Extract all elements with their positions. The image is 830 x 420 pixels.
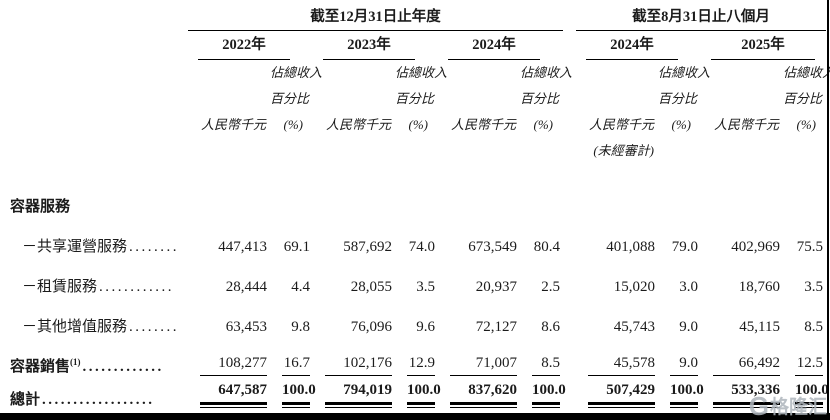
subheader-row: 人民幣千元 佔總收入 百分比 (%) 人民幣千元 佔總收入 百分比 (%) 人民… xyxy=(0,60,830,164)
cell-total-value: 100.0 xyxy=(520,382,566,415)
year-column-2024-8m: 2024年 xyxy=(576,30,701,60)
cell-value: 28,055 xyxy=(350,279,392,295)
table-row-total: 總計.................. 647,587 100.0 794,0… xyxy=(0,382,829,415)
cell-total-value: 100.0 xyxy=(395,382,441,415)
cell-value: 72,127 xyxy=(475,319,517,335)
period-group-eight-months: 截至8月31日止八個月 xyxy=(576,0,826,31)
year-header-row: 2022年 2023年 2024年 2024年 2025年 xyxy=(0,30,826,60)
section-label: 容器服務 xyxy=(10,199,71,215)
row-label: 總計.................. xyxy=(10,392,155,408)
subheader-amount-2025-8m: 人民幣千元 xyxy=(713,117,779,132)
period-group-annual: 截至12月31日止年度 xyxy=(188,0,563,31)
cell-value: 3.5 xyxy=(804,279,823,295)
row-label: －租賃服務............ xyxy=(22,279,175,295)
cell-value: 8.5 xyxy=(520,342,563,382)
cell-value: 28,444 xyxy=(225,279,267,295)
period-header-row: 截至12月31日止年度 截至8月31日止八個月 xyxy=(0,0,826,31)
cell-value: 63,453 xyxy=(225,319,267,335)
cell-value: 9.0 xyxy=(679,319,698,335)
cell-value: 75.5 xyxy=(796,239,823,255)
cell-value: 74.0 xyxy=(408,239,435,255)
gelonghui-logo-icon: G xyxy=(748,390,769,420)
table-row-shared-operation: －共享運營服務........ 447,413 69.1 587,692 74.… xyxy=(0,222,826,262)
footnote-marker: (1) xyxy=(70,357,81,367)
cell-total-value: 837,620 xyxy=(438,382,520,415)
bottom-edge-bar xyxy=(0,413,830,420)
subheader-pct-2025-8m: 佔總收入 百分比 (%) xyxy=(783,65,830,132)
cell-total-value: 533,336 xyxy=(701,382,783,415)
cell-value: 45,115 xyxy=(739,319,780,335)
cell-total-value: 647,587 xyxy=(188,382,270,415)
subheader-pct-2024-8m: 佔總收入 百分比 (%) xyxy=(658,65,711,132)
cell-value: 76,096 xyxy=(350,319,392,335)
cell-total-value: 794,019 xyxy=(313,382,395,415)
year-column-2024: 2024年 xyxy=(438,30,563,60)
row-label: 容器銷售(1)............. xyxy=(10,357,164,376)
cell-value: 3.5 xyxy=(416,279,435,295)
subheader-amount-2024-8m: 人民幣千元 (未經審計) xyxy=(576,60,658,164)
cell-value: 9.0 xyxy=(658,342,701,382)
cell-value: 673,549 xyxy=(468,239,517,255)
subheader-pct-2024: 佔總收入 百分比 (%) xyxy=(520,65,573,132)
gelonghui-watermark: G 格隆汇 xyxy=(749,392,827,419)
cell-value: 66,492 xyxy=(701,342,783,382)
subheader-amount-2024: 人民幣千元 xyxy=(450,117,516,132)
subheader-pct-2022: 佔總收入 百分比 (%) xyxy=(270,65,323,132)
cell-value: 20,937 xyxy=(475,279,517,295)
cell-value: 16.7 xyxy=(270,342,313,382)
year-column-2022: 2022年 xyxy=(188,30,313,60)
cell-value: 80.4 xyxy=(533,239,560,255)
cell-value: 102,176 xyxy=(313,342,395,382)
cell-value: 45,578 xyxy=(576,342,658,382)
cell-value: 15,020 xyxy=(613,279,655,295)
cell-value: 8.5 xyxy=(804,319,823,335)
cell-value: 587,692 xyxy=(343,239,392,255)
cell-value: 71,007 xyxy=(438,342,520,382)
cell-value: 4.4 xyxy=(291,279,310,295)
cell-value: 69.1 xyxy=(283,239,310,255)
cell-value: 2.5 xyxy=(541,279,560,295)
cell-value: 79.0 xyxy=(671,239,698,255)
cell-total-value: 100.0 xyxy=(783,382,829,415)
gelonghui-logo-text: 格隆汇 xyxy=(769,397,827,418)
cell-value: 9.8 xyxy=(291,319,310,335)
subheader-amount-2023: 人民幣千元 xyxy=(325,117,391,132)
row-label: －其他增值服務........ xyxy=(22,319,180,335)
cell-value: 12.9 xyxy=(395,342,438,382)
subheader-pct-2023: 佔總收入 百分比 (%) xyxy=(395,65,448,132)
cell-value: 45,743 xyxy=(613,319,655,335)
cell-total-value: 100.0 xyxy=(658,382,704,415)
cell-value: 8.6 xyxy=(541,319,560,335)
unaudited-note: (未經審計) xyxy=(593,143,654,158)
section-row-container-services: 容器服務 xyxy=(0,194,826,222)
table-row-other-value-added: －其他增值服務........ 63,453 9.8 76,096 9.6 72… xyxy=(0,302,826,342)
year-column-2025-8m: 2025年 xyxy=(701,30,826,60)
cell-value: 12.5 xyxy=(783,342,826,382)
row-label: －共享運營服務........ xyxy=(22,239,180,255)
right-edge-line xyxy=(827,0,829,420)
cell-value: 3.0 xyxy=(679,279,698,295)
cell-value: 18,760 xyxy=(738,279,780,295)
year-column-2023: 2023年 xyxy=(313,30,438,60)
subheader-amount-2022: 人民幣千元 xyxy=(200,117,266,132)
cell-value: 108,277 xyxy=(188,342,270,382)
table-row-rental: －租賃服務............ 28,444 4.4 28,055 3.5 … xyxy=(0,262,826,302)
cell-value: 402,969 xyxy=(731,239,780,255)
cell-total-value: 507,429 xyxy=(576,382,658,415)
cell-value: 447,413 xyxy=(218,239,267,255)
cell-value: 9.6 xyxy=(416,319,435,335)
cell-value: 401,088 xyxy=(606,239,655,255)
cell-total-value: 100.0 xyxy=(270,382,316,415)
table-row-container-sales: 容器銷售(1)............. 108,277 16.7 102,17… xyxy=(0,342,826,382)
